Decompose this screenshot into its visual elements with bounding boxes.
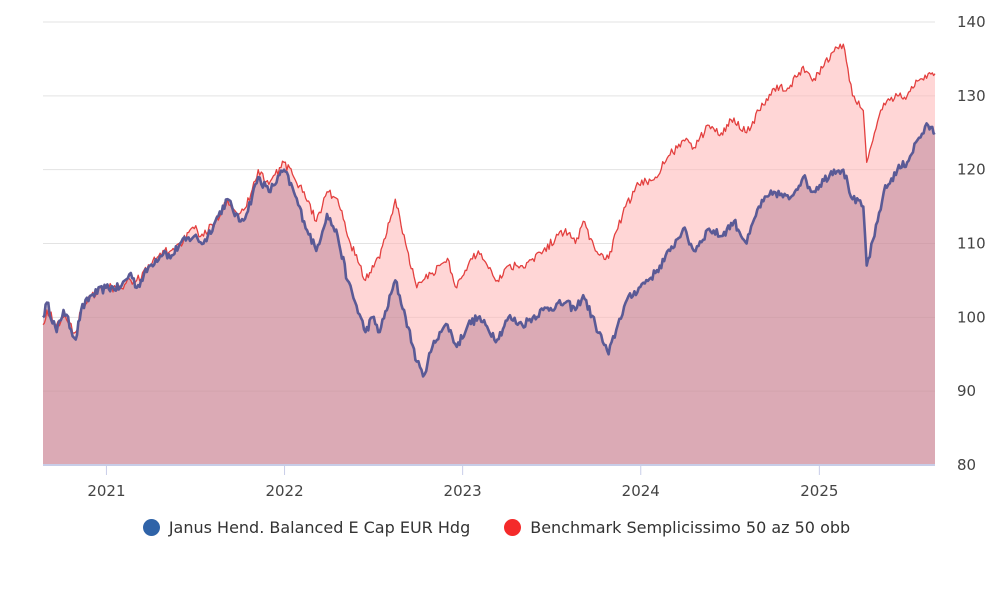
y-tick-label-110: 110 — [957, 235, 986, 253]
x-tick-label-2021: 2021 — [87, 482, 125, 500]
chart-svg: 80 90 100 110 120 130 140 2021 2022 2023 2024 2025 — [42, 13, 986, 500]
series-line-0 — [42, 122, 936, 378]
y-tick-label-120: 120 — [957, 161, 986, 179]
legend-item-fund[interactable]: Janus Hend. Balanced E Cap EUR Hdg — [142, 518, 471, 537]
legend-item-benchmark[interactable]: Benchmark Semplicissimo 50 az 50 obb — [504, 518, 850, 537]
y-tick-label-100: 100 — [957, 308, 986, 326]
series-line-1 — [42, 43, 936, 334]
series-area-0 — [43, 123, 935, 466]
y-tick-label-140: 140 — [957, 13, 986, 31]
legend-dot-benchmark — [504, 519, 522, 536]
y-tick-label-130: 130 — [957, 87, 986, 105]
x-tick-label-2022: 2022 — [265, 482, 303, 500]
legend: Janus Hend. Balanced E Cap EUR Hdg Bench… — [0, 518, 993, 537]
y-tick-label-80: 80 — [957, 456, 976, 474]
legend-label-benchmark: Benchmark Semplicissimo 50 az 50 obb — [530, 518, 851, 537]
x-tick-label-2024: 2024 — [622, 482, 660, 500]
y-tick-label-90: 90 — [957, 382, 976, 400]
legend-dot-fund — [142, 519, 160, 536]
legend-label-fund: Janus Hend. Balanced E Cap EUR Hdg — [168, 518, 471, 537]
x-tick-label-2023: 2023 — [444, 482, 482, 500]
series-area-1 — [43, 44, 935, 465]
x-tick-label-2025: 2025 — [800, 482, 838, 500]
